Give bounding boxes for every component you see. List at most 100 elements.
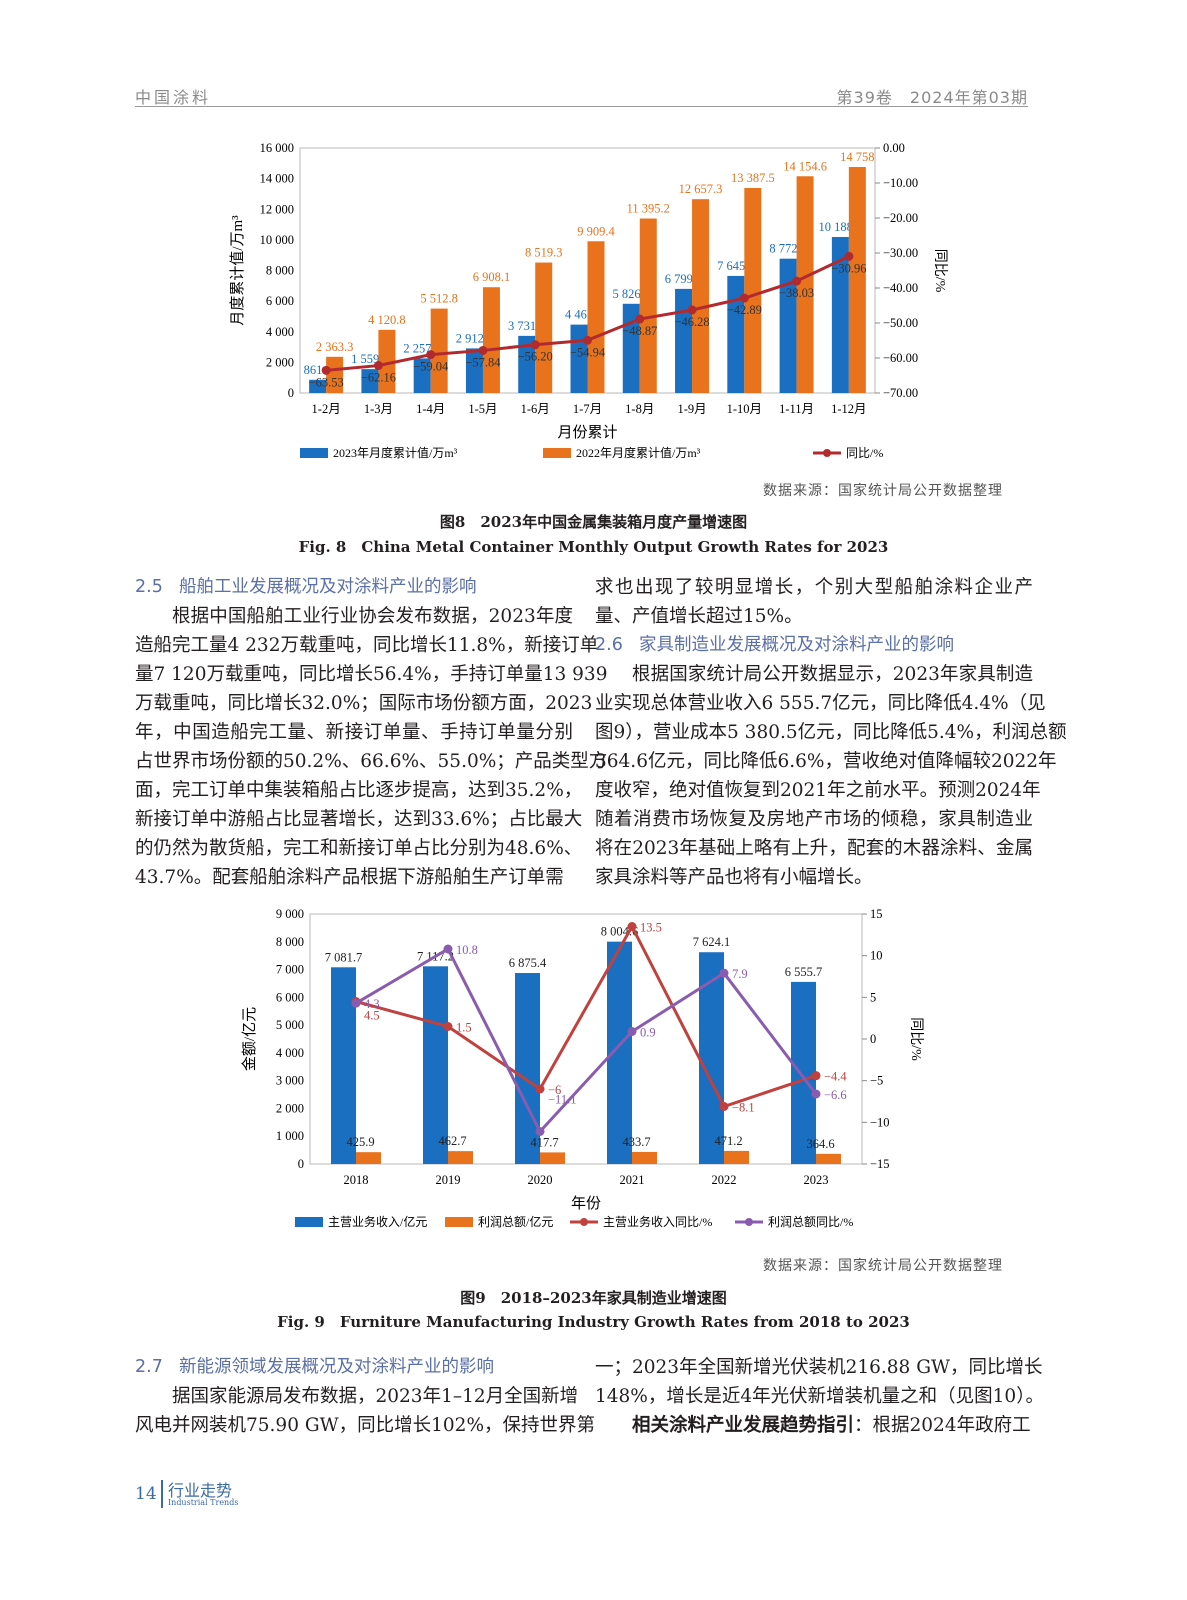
- bar-label: 6 875.4: [509, 956, 547, 970]
- text-line: 新接订单中游船占比显著增长，达到33.6%；占比最大: [135, 809, 583, 830]
- line-series: [355, 923, 817, 1109]
- bar: [326, 356, 344, 393]
- y2-tick-label: −30.00: [883, 246, 918, 260]
- x-tick-label: 1-12月: [831, 402, 866, 416]
- line-marker: [811, 1089, 821, 1099]
- y-tick-label: 2 000: [276, 1101, 304, 1115]
- text-line: 年，中国造船完工量、新接订单量、手持订单量分别: [135, 722, 573, 743]
- x-tick-label: 1-8月: [625, 402, 654, 416]
- y-tick-label: 16 000: [260, 141, 294, 155]
- line-marker: [535, 1084, 545, 1094]
- guide-text: ：根据2024年政府工: [854, 1415, 1031, 1436]
- legend-marker: [580, 1218, 588, 1226]
- y-tick-label: 4 000: [276, 1046, 304, 1060]
- y2-tick-label: −50.00: [883, 316, 918, 330]
- y2-tick-label: −10: [870, 1115, 890, 1129]
- bar: [848, 167, 866, 393]
- line-label: 4.3: [364, 997, 380, 1011]
- x-tick-label: 1-9月: [677, 402, 706, 416]
- text-line: 占世界市场份额的50.2%、66.6%、55.0%；产品类型方: [135, 751, 608, 772]
- line-marker: [627, 1027, 637, 1036]
- legend-label: 利润总额/亿元: [478, 1214, 553, 1229]
- y-tick-label: 3 000: [276, 1074, 304, 1088]
- line-label: −62.16: [361, 371, 396, 385]
- x-tick-label: 1-3月: [364, 402, 393, 416]
- y-tick-label: 0: [298, 1157, 304, 1171]
- line-marker: [739, 293, 749, 303]
- figure9-caption-en: Fig. 9 Furniture Manufacturing Industry …: [277, 1313, 910, 1331]
- line-label: −42.89: [727, 303, 762, 317]
- line-label: −59.04: [413, 360, 449, 374]
- y2-tick-label: 0: [870, 1032, 876, 1046]
- line-marker: [811, 1071, 821, 1081]
- line-label: −6.6: [824, 1088, 847, 1102]
- text-line: 的仍然为散货船，完工和新接订单占比分别为48.6%、: [135, 838, 583, 859]
- section-2-6-heading: 2.6 家具制造业发展概况及对涂料产业的影响: [595, 631, 1033, 660]
- text-line: 求也出现了较明显增长，个别大型船舶涂料企业产: [595, 577, 1033, 598]
- line-marker: [426, 350, 436, 360]
- line-marker: [583, 335, 592, 345]
- text-line: 家具涂料等产品也将有小幅增长。: [595, 867, 873, 888]
- line-label: 4.5: [364, 1009, 380, 1023]
- bar-label: 7 624.1: [693, 935, 731, 949]
- legend-label: 2022年月度累计值/万m³: [576, 445, 701, 460]
- left-column-bottom: 2.7 新能源领域发展概况及对涂料产业的影响 据国家能源局发布数据，2023年1–…: [135, 1353, 595, 1440]
- bar: [639, 218, 657, 393]
- bar-label: 12 657.3: [679, 182, 723, 196]
- bar: [465, 348, 483, 393]
- bar: [448, 1151, 473, 1164]
- footer-divider: [161, 1480, 163, 1508]
- text-line: 业实现总体营业收入6 555.7亿元，同比降低4.4%（见: [595, 693, 1046, 714]
- y2-tick-label: −70.00: [883, 386, 918, 400]
- bar-label: 8 519.3: [525, 246, 563, 260]
- bar-label: 433.7: [622, 1135, 650, 1149]
- bar-label: 7 081.7: [325, 950, 363, 964]
- section-2-5-heading: 2.5 船舶工业发展概况及对涂料产业的影响: [135, 573, 573, 602]
- x-tick-label: 1-11月: [779, 402, 814, 416]
- line-marker: [627, 922, 637, 931]
- bar: [378, 329, 396, 393]
- bar-label: 14 758: [840, 150, 874, 164]
- bar: [430, 308, 448, 393]
- x-tick-label: 2021: [620, 1173, 645, 1187]
- legend-swatch: [295, 1217, 323, 1227]
- legend-label: 主营业务收入同比/%: [603, 1214, 712, 1229]
- figure8-chart: 0 2 000 4 000 6 000 8 000 10 000 12 000 14 000 1…: [229, 141, 948, 460]
- text-line: 将在2023年基础上略有上升，配套的木器涂料、金属: [595, 838, 1033, 859]
- figure8-caption-cn: 图8 2023年中国金属集装箱月度产量增速图: [439, 513, 748, 531]
- y-tick-label: 5 000: [276, 1018, 304, 1032]
- bar-label: 6 908.1: [473, 270, 511, 284]
- bar: [779, 258, 797, 393]
- line-marker: [373, 361, 383, 371]
- issue-info: 第39卷 2024年第03期: [836, 88, 1028, 107]
- line-marker: [443, 944, 453, 954]
- line-marker: [719, 968, 729, 978]
- x-tick-label: 1-5月: [468, 402, 497, 416]
- y-tick-label: 7 000: [276, 963, 304, 977]
- text-line: 一；2023年全国新增光伏装机216.88 GW，同比增长: [595, 1357, 1043, 1378]
- bar: [482, 287, 500, 393]
- bar-label: 9 909.4: [577, 224, 615, 238]
- y-tick-label: 0: [288, 386, 294, 400]
- x-tick-label: 2022: [712, 1173, 737, 1187]
- x-tick-label: 1-4月: [416, 402, 445, 416]
- text-line: 364.6亿元，同比降低6.6%，营收绝对值降幅较2022年: [595, 751, 1057, 772]
- line-series: [355, 946, 818, 1135]
- y2-axis-title: 同比/%: [932, 249, 948, 293]
- bar: [361, 369, 379, 393]
- bar-label: 13 387.5: [731, 171, 775, 185]
- x-tick-label: 2023: [804, 1173, 829, 1187]
- line-label: −38.03: [779, 286, 814, 300]
- line-marker: [687, 305, 697, 315]
- bar-label: 425.9: [346, 1135, 374, 1149]
- line-marker: [719, 1102, 729, 1111]
- bar-label: 14 154.6: [783, 159, 827, 173]
- y-tick-label: 8 000: [276, 935, 304, 949]
- y-tick-label: 12 000: [260, 202, 294, 216]
- y2-tick-label: 10: [870, 949, 883, 963]
- bar: [309, 379, 327, 393]
- bar: [675, 288, 693, 393]
- figure8-source: 数据来源：国家统计局公开数据整理: [763, 483, 1003, 499]
- y2-tick-label: 0.00: [883, 141, 905, 155]
- section-title: 船舶工业发展概况及对涂料产业的影响: [179, 577, 477, 597]
